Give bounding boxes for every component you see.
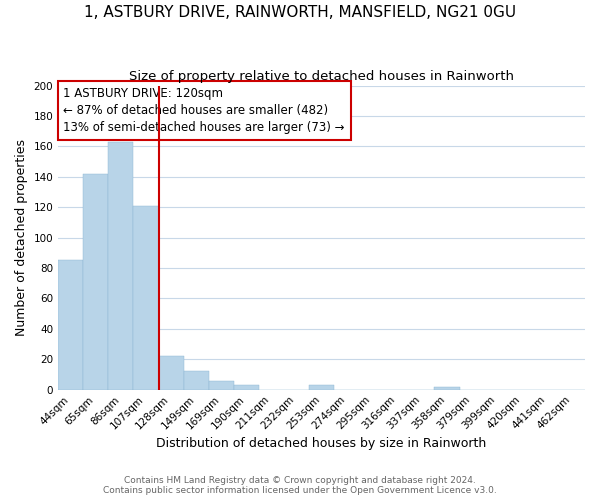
Y-axis label: Number of detached properties: Number of detached properties xyxy=(15,139,28,336)
Bar xyxy=(133,206,158,390)
Text: Contains HM Land Registry data © Crown copyright and database right 2024.
Contai: Contains HM Land Registry data © Crown c… xyxy=(103,476,497,495)
X-axis label: Distribution of detached houses by size in Rainworth: Distribution of detached houses by size … xyxy=(157,437,487,450)
Bar xyxy=(234,385,259,390)
Title: Size of property relative to detached houses in Rainworth: Size of property relative to detached ho… xyxy=(129,70,514,83)
Bar xyxy=(58,260,83,390)
Bar xyxy=(309,385,334,390)
Text: 1, ASTBURY DRIVE, RAINWORTH, MANSFIELD, NG21 0GU: 1, ASTBURY DRIVE, RAINWORTH, MANSFIELD, … xyxy=(84,5,516,20)
Text: 1 ASTBURY DRIVE: 120sqm
← 87% of detached houses are smaller (482)
13% of semi-d: 1 ASTBURY DRIVE: 120sqm ← 87% of detache… xyxy=(64,87,345,134)
Bar xyxy=(184,372,209,390)
Bar xyxy=(158,356,184,390)
Bar xyxy=(109,142,133,390)
Bar xyxy=(434,386,460,390)
Bar xyxy=(83,174,109,390)
Bar xyxy=(209,380,234,390)
